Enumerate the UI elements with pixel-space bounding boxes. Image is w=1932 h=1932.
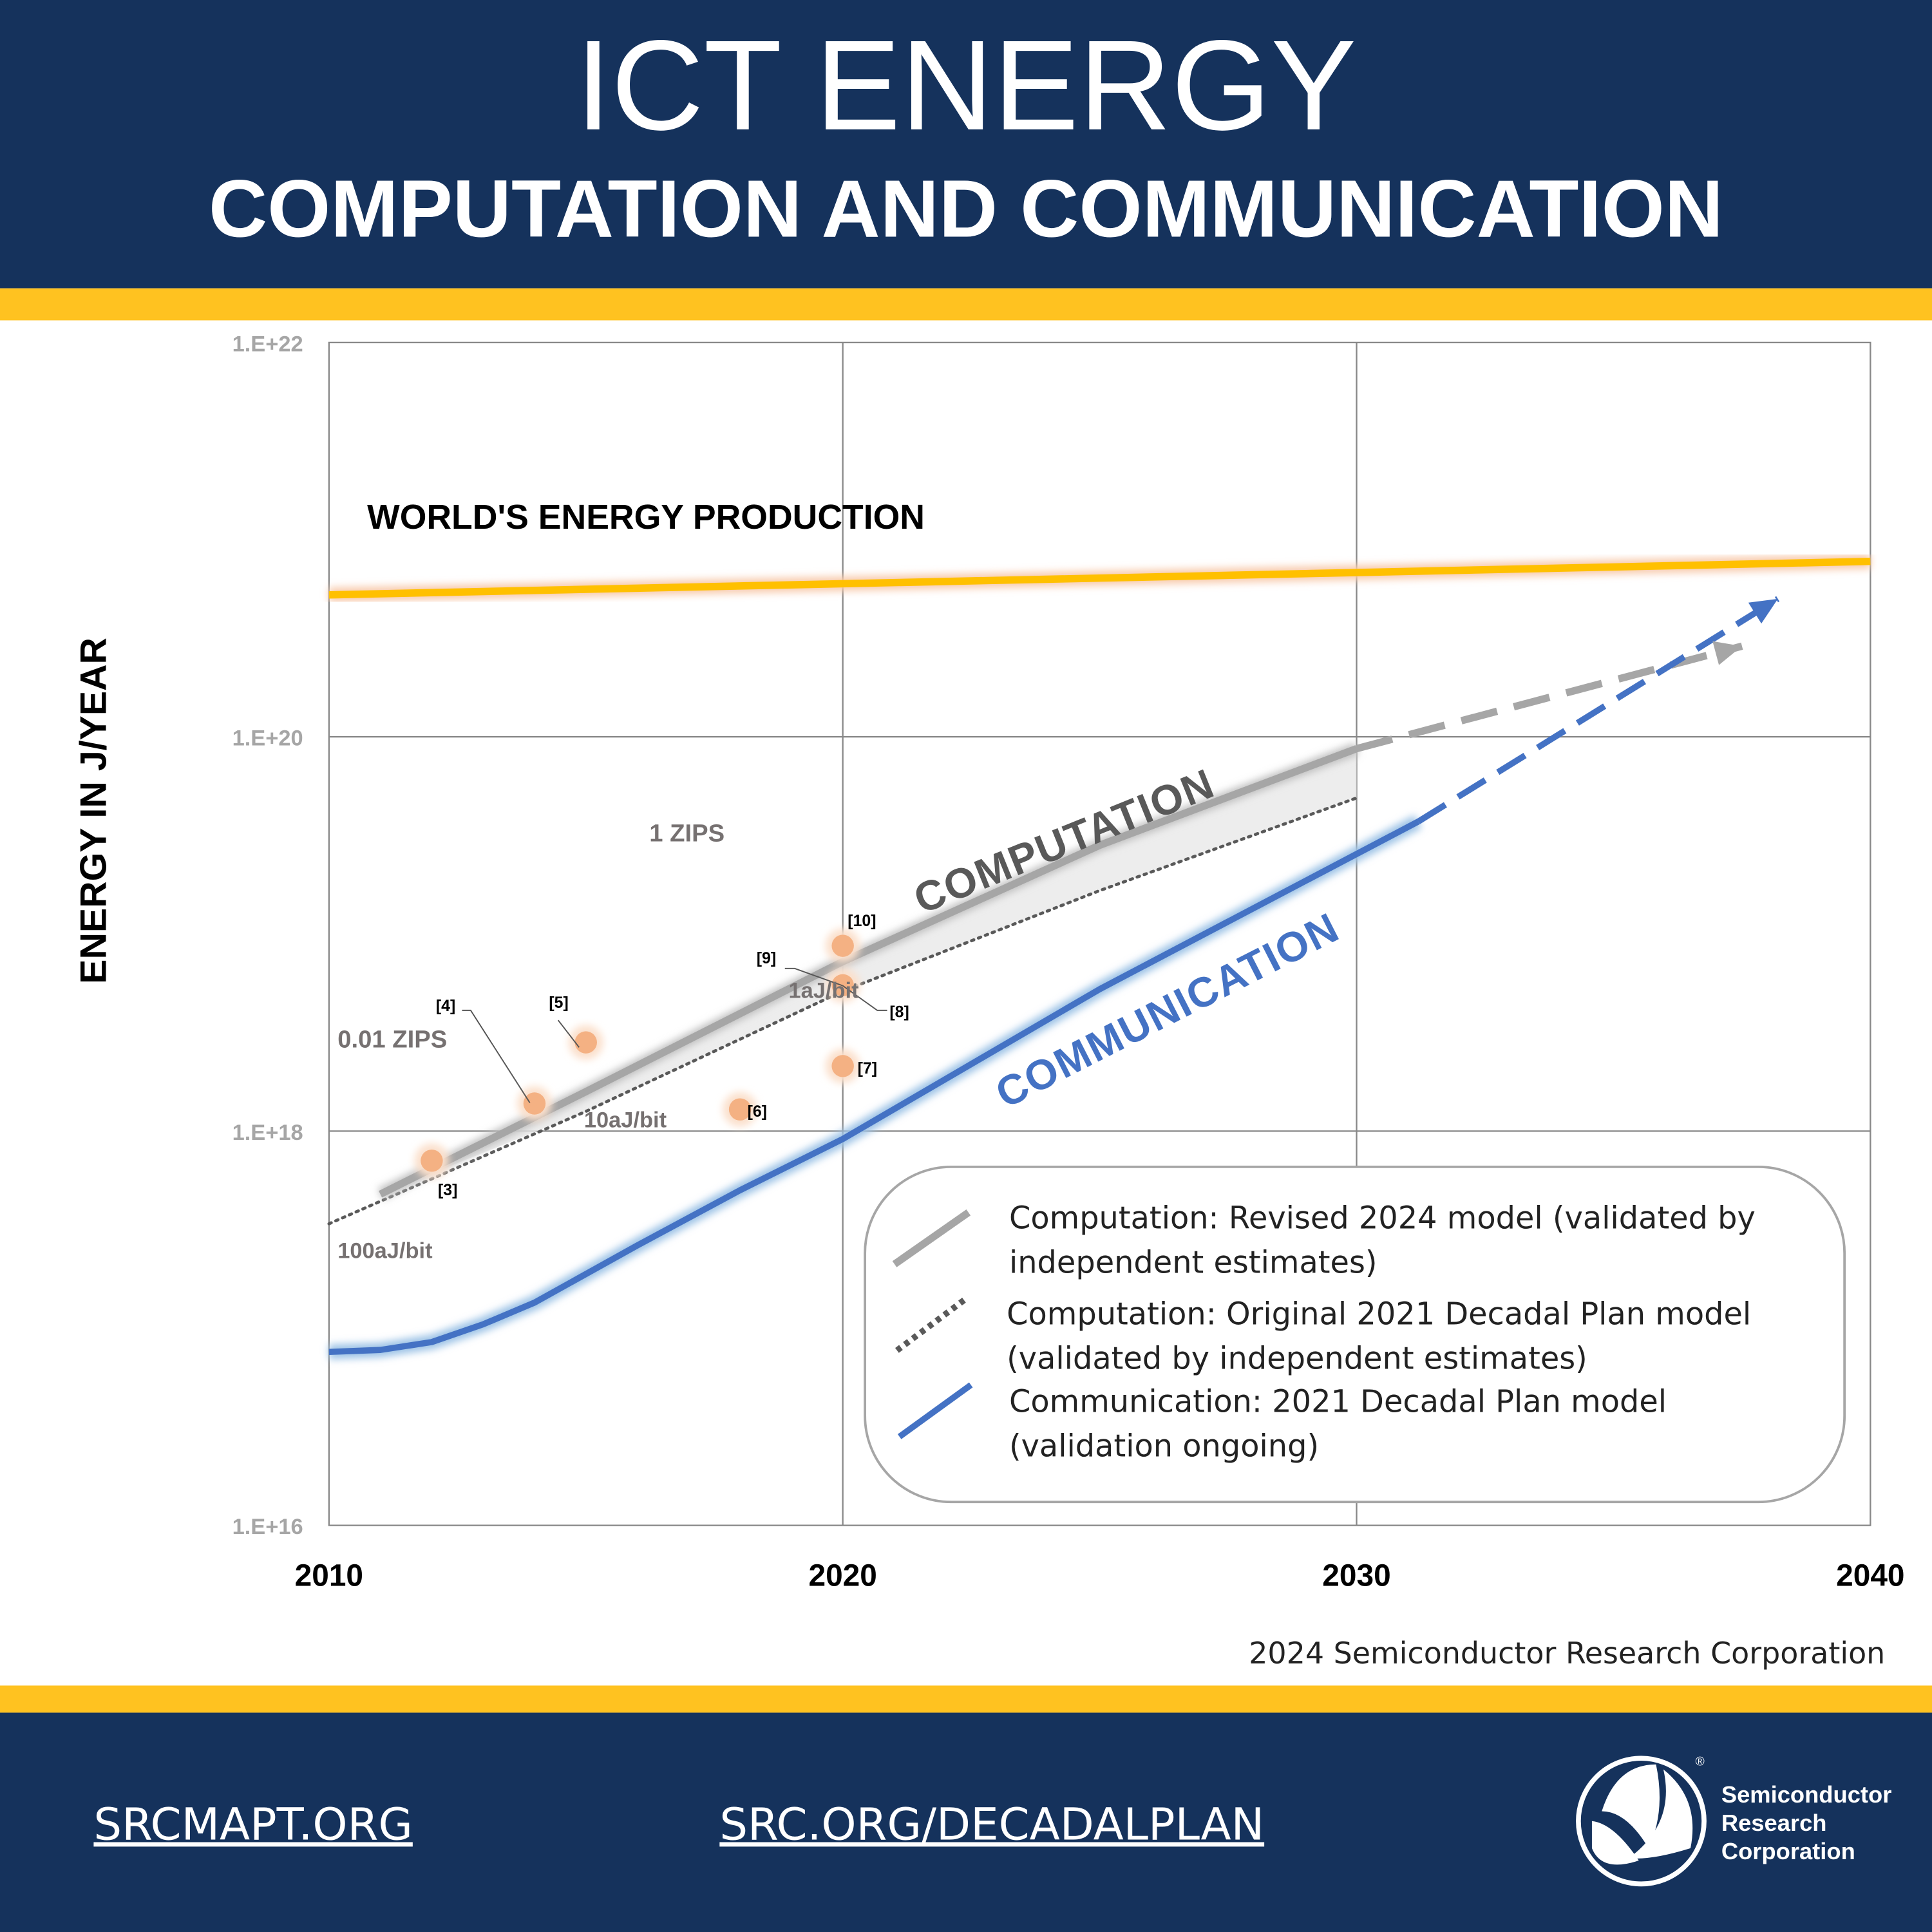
annotation-1-zips: 1 ZIPS [649,820,724,848]
data-point [421,1150,443,1172]
data-point [523,1092,546,1115]
legend-swatch-original [895,1296,968,1353]
logo-line1: Semiconductor [1721,1781,1892,1808]
leader-line-8 [842,985,887,1011]
y-axis-label: ENERGY IN J/YEAR [73,638,115,984]
logo-line2: Research [1721,1810,1827,1836]
data-point-ref-label: [4] [436,997,455,1015]
y-tick-label: 1.E+20 [232,726,303,751]
communication-projection [1416,596,1780,824]
data-point-ref-label: [10] [848,912,876,930]
logo-line3: Corporation [1721,1838,1855,1864]
legend-swatch-communication [897,1382,973,1439]
x-tick-label: 2020 [808,1558,876,1593]
page-title: ICT ENERGY [576,14,1356,157]
revised-arrowhead-icon [1712,641,1742,665]
leader-line-4 [462,1009,531,1103]
annotation-10aj: 10aJ/bit [584,1108,667,1133]
y-tick-label: 1.E+22 [232,332,303,356]
chart-plot-area: 2010 2020 2030 2040 1.E+22 1.E+20 1.E+18 1.E+16… [73,332,1905,1593]
data-point [574,1031,597,1054]
header-gold-stripe [0,288,1932,321]
data-point-ref-label: [3] [438,1181,457,1199]
legend-item-3-line2: (validation ongoing) [1009,1428,1319,1464]
x-tick-label: 2010 [295,1558,363,1593]
data-point [831,934,854,957]
legend-item-3-line1: Communication: 2021 Decadal Plan model [1009,1385,1667,1420]
link-decadalplan[interactable]: SRC.ORG/DECADALPLAN [719,1799,1264,1851]
y-tick-label: 1.E+16 [232,1515,303,1539]
y-tick-label: 1.E+18 [232,1121,303,1145]
annotation-001-zips: 0.01 ZIPS [337,1025,447,1053]
communication-arrowhead-icon [1748,598,1778,624]
src-logo-icon [1576,1756,1707,1887]
data-point [728,1098,752,1121]
data-point-ref-label: [6] [748,1103,767,1121]
communication-line [328,819,1420,1356]
world-energy-line [328,557,1871,599]
annotation-100aj: 100aJ/bit [337,1238,433,1263]
page-subtitle: COMPUTATION AND COMMUNICATION [209,163,1723,254]
header-band [0,0,1932,289]
legend-item-2-line1: Computation: Original 2021 Decadal Plan … [1007,1297,1751,1332]
leader-line-5 [557,1019,580,1048]
world-energy-label: WORLD'S ENERGY PRODUCTION [367,498,925,536]
legend-box [864,1165,1846,1504]
computation-gap-band [380,748,1357,1195]
leader-line-9 [784,967,843,987]
data-point-ref-label: [8] [889,1003,909,1021]
data-point-ref-label: [7] [858,1059,877,1077]
src-logo: ® Semiconductor Research Corporation [1576,1756,1892,1887]
legend: Computation: Revised 2024 model (validat… [864,1165,1846,1504]
x-tick-label: 2040 [1836,1558,1904,1593]
data-point-ref-label: [9] [757,949,776,967]
legend-item-1-line1: Computation: Revised 2024 model (validat… [1009,1201,1756,1236]
annotation-1aj: 1aJ/bit [788,979,859,1003]
x-tick-label: 2030 [1322,1558,1390,1593]
data-point [831,1055,854,1077]
footer-band [0,1712,1932,1932]
logo-registered: ® [1696,1756,1705,1769]
data-point-ref-label: [5] [549,994,568,1012]
legend-item-1-line2: independent estimates) [1009,1245,1378,1280]
credit-text: 2024 Semiconductor Research Corporation [1249,1636,1885,1671]
legend-item-2-line2: (validated by independent estimates) [1007,1341,1587,1377]
footer-gold-stripe [0,1685,1932,1713]
legend-swatch-revised [892,1209,971,1267]
link-srcmapt[interactable]: SRCMAPT.ORG [93,1799,412,1851]
